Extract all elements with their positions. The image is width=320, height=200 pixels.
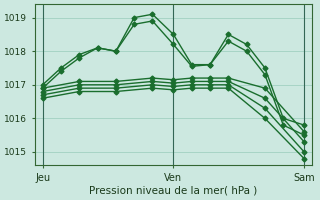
X-axis label: Pression niveau de la mer( hPa ): Pression niveau de la mer( hPa ) (89, 186, 258, 196)
